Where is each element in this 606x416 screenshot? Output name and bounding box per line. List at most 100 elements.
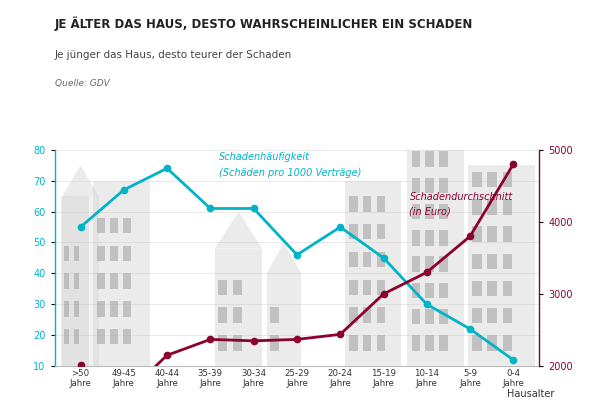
Bar — [270, 335, 279, 351]
Bar — [376, 335, 385, 351]
Text: Je jünger das Haus, desto teurer der Schaden: Je jünger das Haus, desto teurer der Sch… — [55, 50, 292, 60]
Bar — [349, 224, 358, 239]
Bar — [411, 256, 421, 272]
Bar — [439, 282, 448, 298]
Bar — [487, 226, 497, 242]
Bar — [472, 281, 482, 296]
Bar — [487, 172, 497, 188]
Bar — [363, 307, 371, 323]
Bar — [487, 199, 497, 215]
Bar — [73, 329, 79, 344]
Bar — [97, 273, 105, 289]
Bar — [472, 335, 482, 351]
Bar — [110, 329, 118, 344]
Bar — [472, 254, 482, 269]
Bar — [64, 301, 69, 317]
Bar — [97, 218, 105, 233]
Bar — [64, 245, 69, 261]
Bar — [73, 273, 79, 289]
Bar — [97, 329, 105, 344]
Bar — [61, 196, 89, 366]
Bar — [407, 144, 464, 366]
Bar — [439, 230, 448, 245]
Text: Schadenhäufigkeit: Schadenhäufigkeit — [219, 152, 310, 162]
Bar — [349, 307, 358, 323]
Bar — [363, 280, 371, 295]
Bar — [411, 204, 421, 219]
Bar — [425, 178, 434, 193]
Text: (in Euro): (in Euro) — [410, 206, 451, 216]
Bar — [502, 199, 512, 215]
Bar — [233, 307, 242, 323]
Bar — [472, 308, 482, 323]
Bar — [411, 282, 421, 298]
Bar — [93, 181, 150, 366]
Bar — [376, 196, 385, 212]
Bar — [233, 280, 242, 295]
Bar — [123, 218, 131, 233]
Text: Hausalter: Hausalter — [507, 389, 554, 399]
Bar — [110, 273, 118, 289]
Bar — [110, 245, 118, 261]
Bar — [363, 252, 371, 267]
Bar — [425, 230, 434, 245]
Bar — [425, 335, 434, 351]
Bar — [425, 282, 434, 298]
Bar — [376, 307, 385, 323]
Bar — [123, 329, 131, 344]
Bar — [502, 335, 512, 351]
Polygon shape — [267, 243, 301, 273]
Bar — [439, 151, 448, 167]
Bar — [218, 280, 227, 295]
Text: Quelle: GDV: Quelle: GDV — [55, 79, 109, 88]
Bar — [411, 178, 421, 193]
Bar — [487, 308, 497, 323]
Bar — [472, 226, 482, 242]
Polygon shape — [215, 212, 262, 249]
Bar — [97, 301, 105, 317]
Bar — [472, 199, 482, 215]
Text: Schadendurchschnitt: Schadendurchschnitt — [410, 192, 513, 202]
Bar — [110, 218, 118, 233]
Bar — [270, 307, 279, 323]
Bar — [349, 196, 358, 212]
Bar — [376, 252, 385, 267]
Bar — [215, 249, 262, 366]
Text: (Schäden pro 1000 Verträge): (Schäden pro 1000 Verträge) — [219, 168, 361, 178]
Bar — [411, 230, 421, 245]
Bar — [123, 301, 131, 317]
Bar — [363, 335, 371, 351]
Bar — [502, 254, 512, 269]
Bar — [64, 329, 69, 344]
Bar — [425, 256, 434, 272]
Bar — [411, 335, 421, 351]
Bar — [502, 281, 512, 296]
Polygon shape — [62, 165, 99, 196]
Text: JE ÄLTER DAS HAUS, DESTO WAHRSCHEINLICHER EIN SCHADEN: JE ÄLTER DAS HAUS, DESTO WAHRSCHEINLICHE… — [55, 17, 473, 31]
Bar — [363, 196, 371, 212]
Bar — [502, 226, 512, 242]
Bar — [376, 280, 385, 295]
Bar — [439, 335, 448, 351]
Bar — [411, 151, 421, 167]
Bar — [425, 151, 434, 167]
Bar — [349, 335, 358, 351]
Bar — [411, 309, 421, 324]
Bar — [439, 178, 448, 193]
Bar — [267, 273, 301, 366]
Bar — [487, 335, 497, 351]
Bar — [64, 273, 69, 289]
Bar — [123, 273, 131, 289]
Bar — [110, 301, 118, 317]
Bar — [62, 196, 99, 366]
Bar — [218, 307, 227, 323]
Bar — [349, 280, 358, 295]
Bar — [439, 204, 448, 219]
Bar — [218, 335, 227, 351]
Bar — [439, 256, 448, 272]
Bar — [487, 254, 497, 269]
Bar — [425, 309, 434, 324]
Bar — [73, 245, 79, 261]
Bar — [502, 308, 512, 323]
Bar — [487, 281, 497, 296]
